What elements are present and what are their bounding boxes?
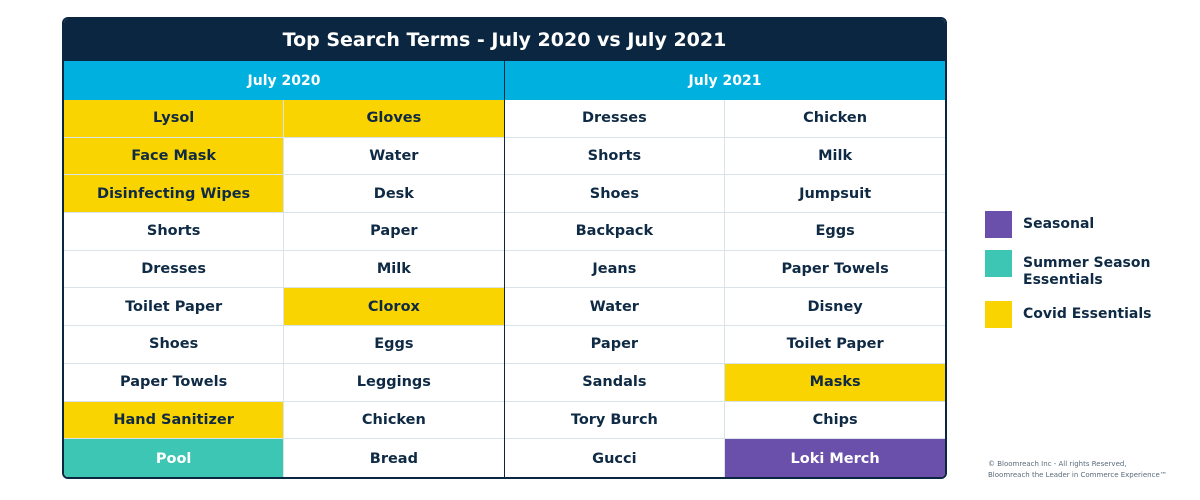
legend-swatch bbox=[985, 250, 1012, 277]
term-cell: Loki Merch bbox=[725, 439, 945, 477]
july-2021-section: Dresses Shorts Shoes Backpack Jeans Water Pape… bbox=[504, 100, 945, 477]
term-cell: Water bbox=[284, 138, 504, 176]
legend-swatch bbox=[985, 211, 1012, 238]
term-cell: Disney bbox=[725, 288, 945, 327]
term-cell: Paper Towels bbox=[725, 251, 945, 289]
copyright-line: © Bloomreach Inc - All rights Reserved, bbox=[988, 460, 1127, 468]
term-cell: Masks bbox=[725, 363, 945, 402]
year-header-2021: July 2021 bbox=[688, 72, 762, 89]
term-cell: Chicken bbox=[284, 402, 504, 440]
legend-swatch bbox=[985, 301, 1012, 328]
legend-item-summer: Summer Season Essentials bbox=[985, 250, 1185, 289]
term-cell: Chicken bbox=[725, 100, 945, 138]
term-cell: Lysol bbox=[64, 100, 284, 138]
term-cell: Leggings bbox=[284, 364, 504, 402]
july-2020-section: Lysol Face Mask Disinfecting Wipes Shorts Dr… bbox=[64, 100, 505, 477]
term-cell: Eggs bbox=[725, 213, 945, 251]
term-cell: Paper bbox=[504, 326, 725, 364]
term-column: Gloves Water Desk Paper Milk Clorox Eggs Leggin… bbox=[284, 100, 504, 477]
legend-label: Summer Season Essentials bbox=[1023, 255, 1151, 288]
legend-label: Covid Essentials bbox=[1023, 306, 1152, 322]
term-cell: Desk bbox=[284, 175, 504, 214]
term-column: Dresses Shorts Shoes Backpack Jeans Water Pape… bbox=[504, 100, 726, 477]
copyright-footer: © Bloomreach Inc - All rights Reserved, … bbox=[988, 459, 1188, 481]
term-cell: Paper Towels bbox=[64, 364, 284, 402]
term-cell: Face Mask bbox=[64, 137, 284, 176]
term-cell: Milk bbox=[284, 251, 504, 289]
table-title: Top Search Terms - July 2020 vs July 202… bbox=[64, 19, 945, 61]
tagline-line: Bloomreach the Leader in Commerce Experi… bbox=[988, 471, 1167, 479]
term-column: Lysol Face Mask Disinfecting Wipes Shorts Dr… bbox=[64, 100, 285, 477]
term-cell: Shorts bbox=[64, 213, 284, 251]
year-header-2020: July 2020 bbox=[64, 61, 505, 100]
term-cell: Disinfecting Wipes bbox=[64, 175, 284, 214]
year-header-row: July 2020 July 2021 bbox=[64, 61, 945, 100]
term-cell: Eggs bbox=[284, 326, 504, 364]
term-cell: Gucci bbox=[592, 450, 637, 467]
term-cell: Dresses bbox=[64, 251, 284, 289]
legend-label: Seasonal bbox=[1023, 216, 1095, 232]
legend-item-covid: Covid Essentials bbox=[985, 301, 1185, 328]
term-cell: Shoes bbox=[504, 175, 725, 214]
term-cell: Hand Sanitizer bbox=[64, 401, 284, 440]
term-cell: Shoes bbox=[64, 326, 284, 364]
term-cell: Dresses bbox=[504, 100, 725, 138]
term-cell: Jumpsuit bbox=[725, 175, 945, 214]
term-cell: Toilet Paper bbox=[725, 326, 945, 364]
term-cell: Milk bbox=[725, 138, 945, 176]
term-cell: Toilet Paper bbox=[64, 288, 284, 327]
term-cell: Gloves bbox=[284, 100, 504, 138]
term-cell: Shorts bbox=[504, 138, 725, 176]
legend: Seasonal Summer Season Essentials Covid … bbox=[985, 211, 1185, 340]
term-cell: Sandals bbox=[504, 364, 725, 402]
term-cell: Backpack bbox=[504, 213, 725, 251]
term-cell: Chips bbox=[725, 402, 945, 440]
term-cell: Paper bbox=[284, 213, 504, 251]
term-cell: Bread bbox=[369, 450, 418, 467]
term-cell: Tory Burch bbox=[504, 402, 725, 440]
legend-item-seasonal: Seasonal bbox=[985, 211, 1185, 238]
term-cell: Water bbox=[504, 288, 725, 327]
term-cell: Jeans bbox=[504, 251, 725, 289]
term-cell: Pool bbox=[64, 439, 284, 477]
term-cell: Clorox bbox=[284, 288, 504, 327]
term-column: Chicken Milk Jumpsuit Eggs Paper Towels Disne… bbox=[725, 100, 945, 477]
search-terms-table: Top Search Terms - July 2020 vs July 202… bbox=[62, 17, 947, 479]
terms-grid: Lysol Face Mask Disinfecting Wipes Shorts Dr… bbox=[64, 100, 945, 477]
